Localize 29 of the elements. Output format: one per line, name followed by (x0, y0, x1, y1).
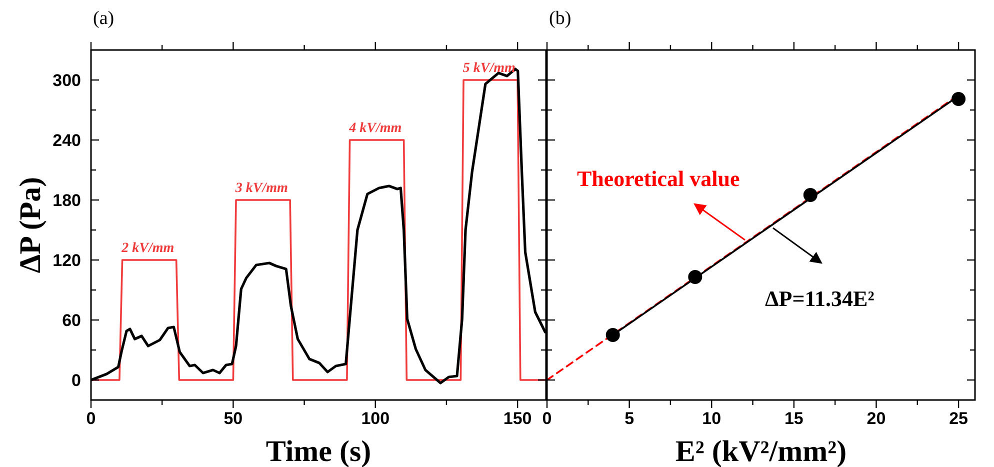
y-tick-label: 0 (72, 371, 81, 390)
x-tick-label: 0 (86, 409, 96, 428)
annotation: 4 kV/mm (348, 121, 402, 136)
legend-label: ΔP=11.34E² (765, 286, 875, 311)
text: (b) (549, 8, 572, 29)
x-tick-label: 5 (624, 409, 634, 428)
y-tick-label: 180 (52, 191, 81, 210)
annotation: 3 kV/mm (234, 181, 288, 196)
annotation: 2 kV/mm (120, 241, 174, 256)
x-tick-label: 150 (503, 409, 532, 428)
y-tick-label: 300 (52, 71, 81, 90)
annotation: 5 kV/mm (462, 61, 516, 76)
text: Theoretical value (577, 166, 740, 191)
y-axis-title: ΔP (Pa) (14, 176, 47, 274)
x-tick-label: 25 (949, 409, 968, 428)
x-tick-label: 15 (784, 409, 804, 428)
x-tick-label: 100 (361, 409, 390, 428)
x-tick-label: 20 (866, 409, 886, 428)
point (606, 328, 620, 342)
x-tick-label: 50 (224, 409, 243, 428)
x-tick-label: 10 (702, 409, 722, 428)
point (688, 270, 702, 284)
y-tick-label: 60 (62, 311, 81, 330)
x-tick-label: 0 (542, 409, 552, 428)
text: (a) (93, 8, 114, 29)
y-tick-label: 120 (52, 251, 81, 270)
point (952, 92, 966, 106)
point (803, 188, 818, 202)
y-tick-label: 240 (52, 131, 81, 150)
